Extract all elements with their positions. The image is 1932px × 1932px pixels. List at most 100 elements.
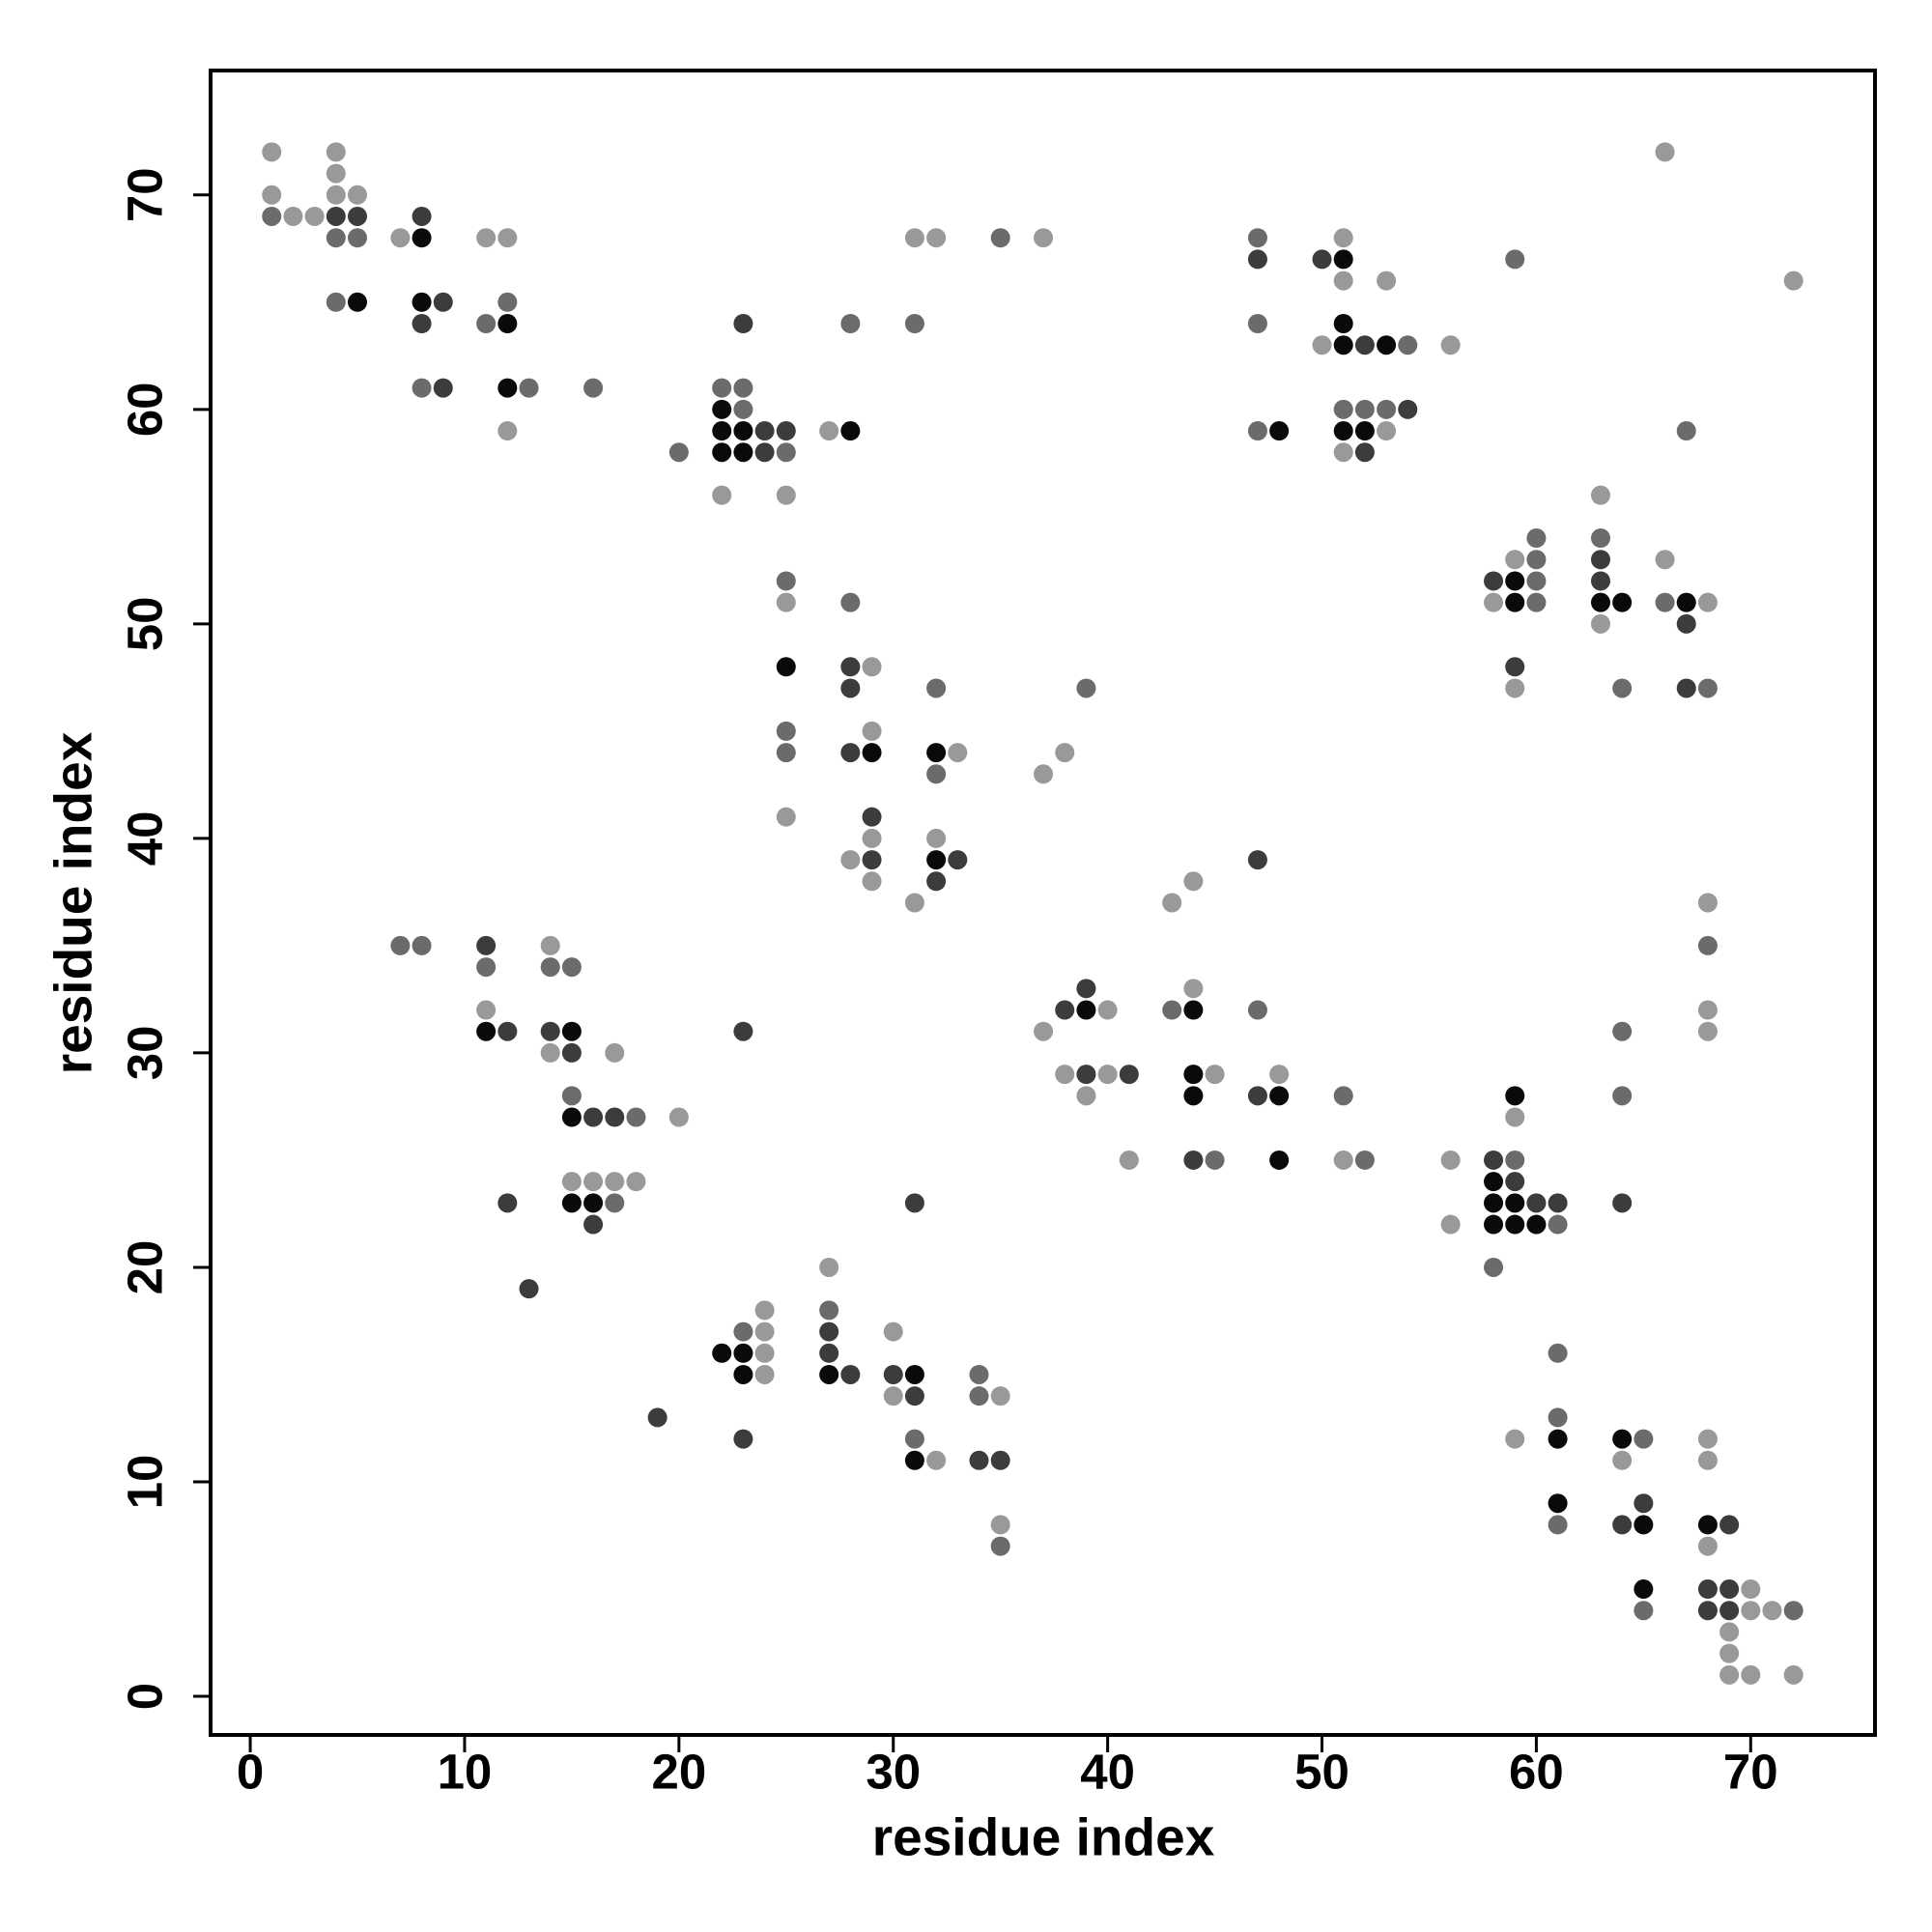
point xyxy=(990,1536,1010,1556)
point xyxy=(1548,1429,1568,1449)
point xyxy=(1505,550,1525,570)
point xyxy=(990,1386,1010,1406)
point xyxy=(904,893,924,913)
point xyxy=(1590,528,1610,549)
point xyxy=(1612,1429,1633,1449)
point xyxy=(1634,1601,1654,1621)
point xyxy=(390,228,411,248)
point xyxy=(1741,1579,1761,1600)
point xyxy=(412,378,432,398)
point xyxy=(1505,1193,1525,1213)
point xyxy=(1484,1214,1504,1235)
point xyxy=(1377,421,1397,441)
point xyxy=(1377,270,1397,291)
point xyxy=(1097,1000,1118,1020)
point xyxy=(754,1364,775,1384)
point xyxy=(776,442,796,463)
x-tick-label: 50 xyxy=(1294,1744,1350,1799)
point xyxy=(926,743,947,763)
point xyxy=(561,1193,582,1213)
point xyxy=(1612,1450,1633,1470)
point xyxy=(733,1321,753,1342)
point xyxy=(1119,1150,1139,1170)
point xyxy=(754,1300,775,1321)
point xyxy=(1247,249,1267,270)
point xyxy=(1162,1000,1182,1020)
point xyxy=(1247,228,1267,248)
y-tick-label: 30 xyxy=(117,1026,172,1081)
point xyxy=(1333,1150,1353,1170)
point xyxy=(1484,1193,1504,1213)
point xyxy=(262,206,282,226)
point xyxy=(733,314,753,334)
point xyxy=(1333,1086,1353,1106)
point xyxy=(668,1107,689,1127)
point xyxy=(1333,335,1353,355)
point xyxy=(1548,1343,1568,1363)
point xyxy=(1377,335,1397,355)
x-tick-label: 40 xyxy=(1080,1744,1135,1799)
point xyxy=(1548,1214,1568,1235)
point xyxy=(1697,935,1718,955)
point xyxy=(1076,979,1096,999)
point xyxy=(754,1343,775,1363)
point xyxy=(926,871,947,892)
point xyxy=(647,1407,668,1428)
point xyxy=(1505,1429,1525,1449)
point xyxy=(626,1107,646,1127)
point xyxy=(904,1386,924,1406)
point xyxy=(1676,613,1696,634)
point xyxy=(1719,1601,1740,1621)
point xyxy=(840,1364,861,1384)
point xyxy=(1612,678,1633,698)
point xyxy=(1377,399,1397,419)
point xyxy=(733,1429,753,1449)
point xyxy=(390,935,411,955)
point xyxy=(926,764,947,784)
point xyxy=(605,1107,625,1127)
point xyxy=(1354,442,1375,463)
y-tick-label: 70 xyxy=(117,167,172,222)
point xyxy=(1183,1086,1204,1106)
point xyxy=(1548,1493,1568,1514)
point xyxy=(1205,1065,1225,1085)
point xyxy=(1590,613,1610,634)
point xyxy=(433,292,453,312)
point xyxy=(904,1364,924,1384)
point xyxy=(1440,335,1461,355)
point xyxy=(1697,678,1718,698)
point xyxy=(1398,335,1418,355)
plot-frame xyxy=(209,69,1877,1737)
point xyxy=(1354,399,1375,419)
point xyxy=(712,399,732,419)
point xyxy=(840,592,861,612)
point xyxy=(668,442,689,463)
point xyxy=(1269,1065,1290,1085)
point xyxy=(754,442,775,463)
point xyxy=(1119,1065,1139,1085)
point xyxy=(347,292,367,312)
point xyxy=(1076,1000,1096,1020)
point xyxy=(583,378,604,398)
x-tick-label: 60 xyxy=(1509,1744,1564,1799)
point xyxy=(1484,1150,1504,1170)
point xyxy=(476,228,497,248)
point xyxy=(733,1021,753,1041)
point xyxy=(519,1279,539,1299)
point xyxy=(1333,399,1353,419)
point xyxy=(883,1364,903,1384)
point xyxy=(497,292,518,312)
point xyxy=(1183,1000,1204,1020)
point xyxy=(969,1450,989,1470)
x-tick-label: 70 xyxy=(1723,1744,1778,1799)
point xyxy=(1526,571,1547,591)
point xyxy=(540,935,560,955)
point xyxy=(1269,421,1290,441)
point xyxy=(626,1172,646,1192)
point xyxy=(840,678,861,698)
point xyxy=(1697,1601,1718,1621)
point xyxy=(883,1321,903,1342)
point xyxy=(1783,1601,1804,1621)
point xyxy=(1076,1086,1096,1106)
